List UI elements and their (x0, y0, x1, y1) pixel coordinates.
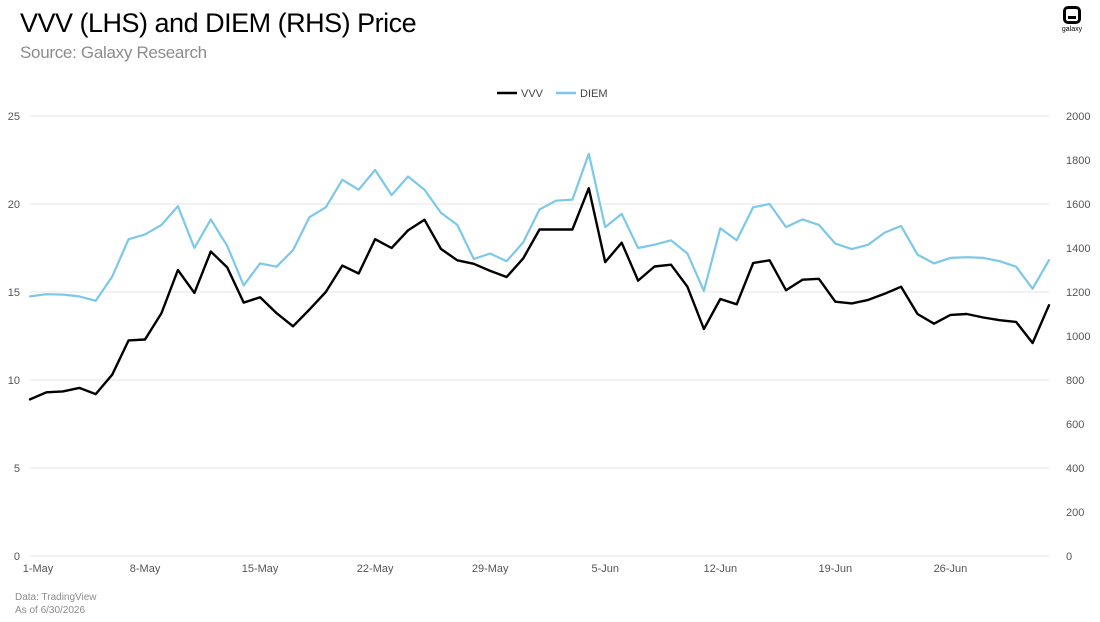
series-line-vvv (28, 186, 1051, 401)
legend-label-vvv: VVV (521, 88, 544, 100)
legend: VVV DIEM (497, 88, 608, 100)
x-tick-label: 5-Jun (591, 563, 619, 575)
right-tick-label: 1200 (1066, 287, 1090, 299)
left-tick-label: 10 (8, 375, 20, 387)
x-tick-label: 15-May (242, 563, 279, 575)
footer-data-source: Data: TradingView (15, 592, 97, 603)
grid-lines (30, 115, 1049, 557)
footer-note: Data: TradingView As of 6/30/2026 (15, 591, 97, 617)
legend-label-diem: DIEM (580, 88, 608, 100)
right-tick-label: 400 (1066, 463, 1084, 475)
x-tick-label: 8-May (130, 563, 161, 575)
left-tick-label: 5 (14, 463, 20, 475)
left-tick-label: 0 (14, 551, 20, 563)
right-tick-label: 200 (1066, 507, 1084, 519)
right-tick-label: 800 (1066, 375, 1084, 387)
footer-as-of-date: As of 6/30/2026 (15, 605, 86, 616)
galaxy-logo-icon (1063, 6, 1081, 24)
x-tick-label: 22-May (357, 563, 394, 575)
left-tick-label: 15 (8, 287, 20, 299)
x-tick-label: 26-Jun (934, 563, 968, 575)
right-tick-label: 0 (1066, 551, 1072, 563)
galaxy-logo-text: galaxy (1061, 26, 1083, 33)
x-axis: 1-May 8-May 15-May 22-May 29-May 5-Jun 12-Jun 1… (23, 563, 967, 575)
x-tick-label: 1-May (23, 563, 54, 575)
right-tick-label: 1400 (1066, 243, 1090, 255)
right-tick-label: 2000 (1066, 111, 1090, 123)
right-tick-label: 1800 (1066, 155, 1090, 167)
right-tick-label: 1000 (1066, 331, 1090, 343)
x-tick-label: 19-Jun (819, 563, 853, 575)
right-axis: 0 200 400 600 800 1000 1200 1400 1600 1800 2000 (1066, 111, 1090, 563)
series-line-diem (28, 152, 1051, 302)
page-subtitle: Source: Galaxy Research (20, 43, 207, 62)
left-tick-label: 25 (8, 111, 20, 123)
left-axis: 0 5 10 15 20 25 (8, 111, 20, 563)
right-tick-label: 1600 (1066, 199, 1090, 211)
right-tick-label: 600 (1066, 419, 1084, 431)
page-title: VVV (LHS) and DIEM (RHS) Price (20, 8, 417, 38)
left-tick-label: 20 (8, 199, 20, 211)
x-tick-label: 12-Jun (703, 563, 737, 575)
series-lines (28, 152, 1051, 401)
galaxy-logo: galaxy (1061, 6, 1083, 33)
x-tick-label: 29-May (472, 563, 509, 575)
